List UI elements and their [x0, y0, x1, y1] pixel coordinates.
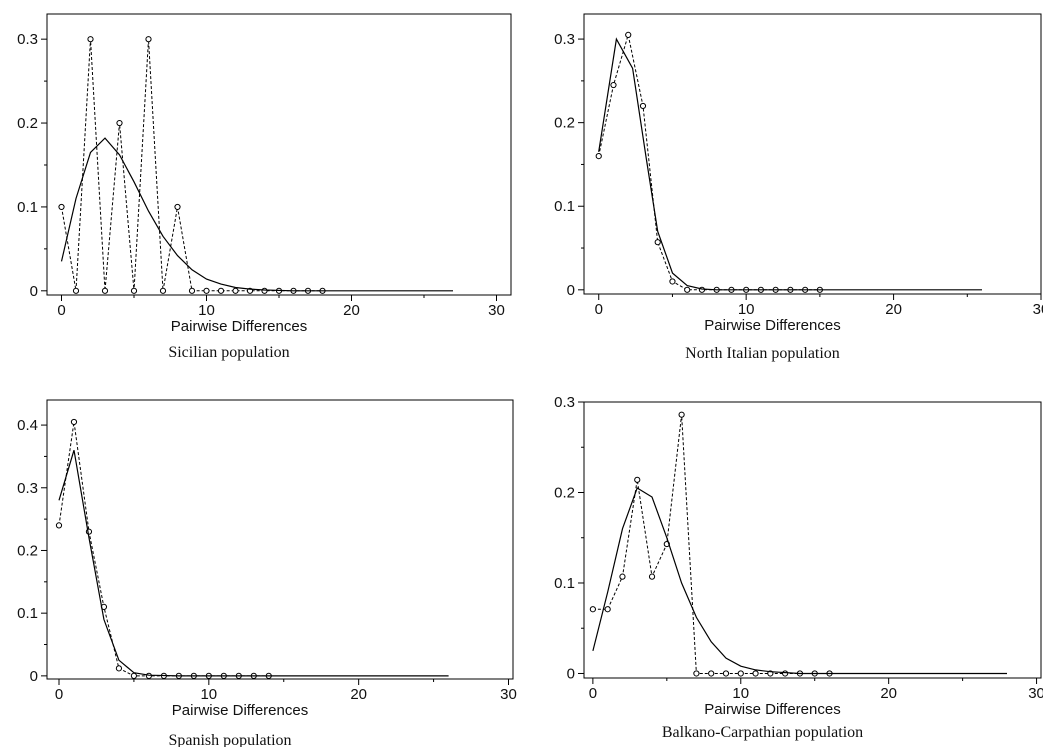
chart-panel-2: 0 10 20 30 0 0.1 0.2 0.3 Pairwise Differences Nor…	[554, 13, 1043, 362]
data-point	[261, 287, 268, 294]
plot-frame	[46, 399, 514, 680]
data-point	[130, 287, 138, 294]
data-point	[101, 287, 109, 294]
y-tick-label: 0.3	[554, 31, 575, 48]
y-tick-label: 0.1	[554, 575, 575, 592]
data-point	[604, 606, 611, 613]
plot-frame	[583, 13, 1042, 295]
y-tick-label: 0.2	[17, 115, 38, 132]
x-axis-label: Pairwise Differences	[704, 701, 840, 718]
data-point	[678, 411, 685, 418]
x-tick-label: 30	[488, 302, 505, 319]
x-axis-label: Pairwise Differences	[704, 317, 840, 334]
data-point	[619, 573, 626, 580]
data-point	[589, 606, 596, 613]
data-point	[693, 670, 700, 677]
x-tick-label: 10	[198, 302, 215, 319]
data-point	[70, 418, 78, 426]
x-tick-label: 10	[738, 301, 755, 318]
series-line-expected	[58, 450, 449, 677]
x-axis-label: Pairwise Differences	[171, 318, 307, 335]
y-tick-label: 0.1	[17, 605, 38, 622]
y-tick-label: 0.3	[17, 31, 38, 48]
data-point	[55, 522, 63, 529]
data-point	[669, 278, 676, 285]
data-point	[145, 36, 152, 43]
series-line-expected	[60, 137, 453, 292]
x-tick-label: 30	[500, 686, 517, 703]
data-point	[174, 203, 181, 211]
panel-caption: Balkano-Carpathian population	[662, 724, 863, 741]
data-point	[217, 287, 225, 294]
data-point	[116, 119, 123, 127]
x-tick-label: 30	[1033, 301, 1043, 318]
x-tick-label: 0	[55, 686, 63, 703]
chart-panel-4: 0 10 20 30 0 0.1 0.2 0.3 Pairwise Differences Bal…	[554, 394, 1043, 741]
x-tick-label: 20	[885, 301, 902, 318]
data-point	[188, 287, 196, 294]
data-point	[737, 670, 744, 677]
y-tick-label: 0.2	[554, 484, 575, 501]
x-axis-label: Pairwise Differences	[172, 702, 308, 719]
y-tick-label: 0	[567, 665, 575, 682]
y-tick-label: 0	[567, 282, 575, 299]
data-point	[752, 670, 759, 677]
x-tick-label: 10	[732, 685, 749, 702]
panel-caption: Sicilian population	[168, 344, 289, 361]
panel-caption: Spanish population	[168, 732, 291, 747]
x-tick-label: 30	[1028, 685, 1043, 702]
chart-panel-3: 0 10 20 30 0 0.1 0.2 0.3 0.4 Pairwise Differences…	[17, 399, 517, 747]
series-line-expected	[598, 37, 982, 291]
data-point	[232, 287, 239, 294]
y-tick-label: 0.1	[554, 198, 575, 215]
x-tick-label: 0	[57, 302, 65, 319]
data-point	[58, 203, 65, 211]
y-tick-label: 0.2	[17, 542, 38, 559]
data-point	[610, 81, 617, 89]
y-tick-label: 0.2	[554, 115, 575, 132]
series-line-observed	[61, 39, 323, 292]
data-point	[115, 665, 123, 672]
series-line-expected	[592, 487, 1007, 675]
data-point	[708, 670, 715, 677]
series-line-observed	[592, 414, 830, 674]
data-point	[782, 670, 789, 677]
chart-panel-1: 0 10 20 30 0 0.1 0.2 0.3 Pairwise Differences Sic…	[17, 13, 512, 361]
x-tick-label: 20	[343, 302, 360, 319]
data-point	[654, 239, 661, 246]
data-point	[203, 287, 210, 294]
x-tick-label: 20	[350, 686, 367, 703]
plot-frame	[583, 401, 1042, 679]
data-point	[595, 152, 602, 160]
y-tick-label: 0.3	[554, 394, 575, 411]
panel-caption: North Italian population	[685, 345, 840, 362]
x-tick-label: 0	[589, 685, 597, 702]
data-point	[72, 287, 80, 294]
data-point	[722, 670, 730, 677]
y-tick-label: 0.3	[17, 480, 38, 497]
data-point	[625, 31, 632, 38]
y-tick-label: 0	[30, 668, 38, 685]
data-point	[159, 287, 167, 294]
data-point	[87, 36, 94, 43]
data-point	[648, 573, 656, 580]
data-point	[684, 286, 691, 293]
y-tick-label: 0	[30, 283, 38, 300]
data-point	[634, 476, 641, 483]
data-point	[145, 672, 152, 679]
data-point	[639, 102, 647, 110]
y-tick-label: 0.1	[17, 199, 38, 216]
x-tick-label: 10	[200, 686, 217, 703]
data-point	[130, 672, 138, 679]
x-tick-label: 20	[880, 685, 897, 702]
series-line-observed	[598, 34, 820, 291]
y-tick-label: 0.4	[17, 417, 38, 434]
x-tick-label: 0	[595, 301, 603, 318]
